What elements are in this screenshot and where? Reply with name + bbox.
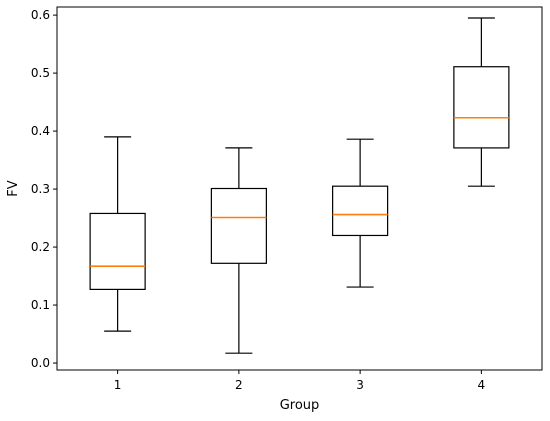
box-iqr — [453, 66, 510, 149]
boxes-layer — [89, 17, 510, 354]
box-iqr — [89, 212, 146, 290]
x-tick-label: 2 — [235, 378, 243, 392]
x-tick-label: 1 — [114, 378, 122, 392]
y-tick-label: 0.4 — [31, 124, 50, 138]
y-tick-label: 0.0 — [31, 356, 50, 370]
y-tick-label: 0.1 — [31, 298, 50, 312]
x-axis-ticks: 1 2 3 4 — [114, 370, 485, 392]
box-group-4 — [453, 17, 510, 187]
box-group-3 — [332, 138, 389, 288]
y-tick-label: 0.5 — [31, 66, 50, 80]
box-iqr — [332, 185, 389, 237]
box-group-2 — [210, 147, 267, 354]
x-axis-label: Group — [280, 398, 320, 413]
x-tick-label: 3 — [356, 378, 364, 392]
box-iqr — [210, 187, 267, 264]
plot-frame — [56, 6, 543, 371]
box-group-1 — [89, 136, 146, 332]
y-axis-label: FV — [6, 180, 21, 196]
y-tick-label: 0.2 — [31, 240, 50, 254]
x-tick-label: 4 — [478, 378, 486, 392]
y-axis-ticks: 0.0 0.1 0.2 0.3 0.4 0.5 0.6 — [31, 8, 57, 370]
y-tick-label: 0.6 — [31, 8, 50, 22]
y-tick-label: 0.3 — [31, 182, 50, 196]
